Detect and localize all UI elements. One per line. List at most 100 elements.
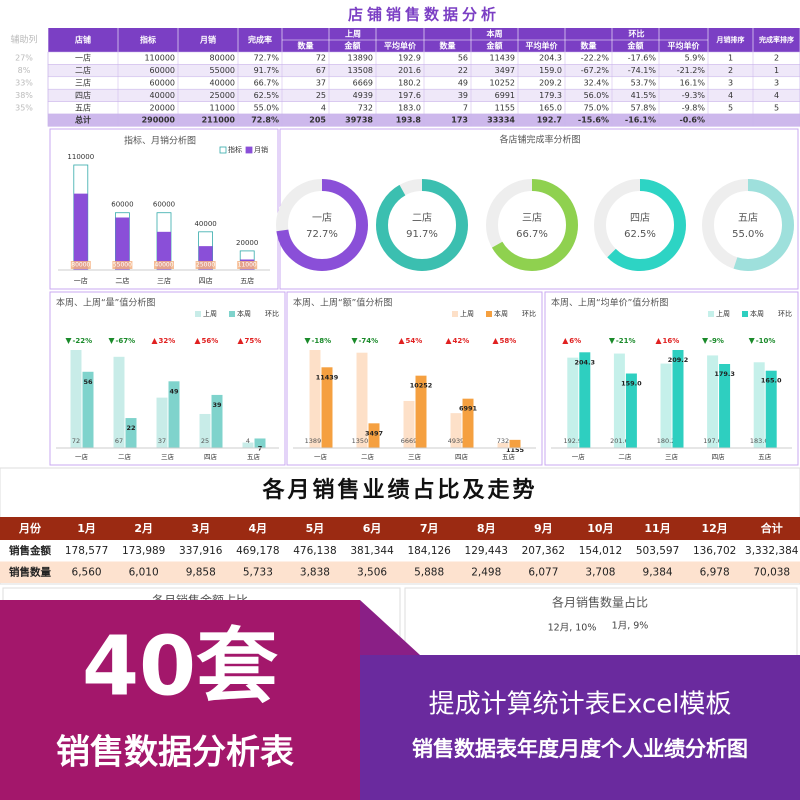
bar-value: 10252 bbox=[410, 382, 433, 390]
ratio-label: 16% bbox=[663, 337, 680, 345]
banner-right bbox=[360, 655, 800, 800]
table-cell: 209.2 bbox=[539, 79, 562, 88]
table-cell: 72.8% bbox=[251, 116, 279, 125]
category-label: 五店 bbox=[247, 452, 261, 461]
sales-label-bg bbox=[70, 261, 91, 269]
table-cell: 40000 bbox=[210, 79, 235, 88]
table-cell: 732 bbox=[358, 103, 373, 112]
column-header: 数量 bbox=[298, 41, 314, 51]
table-cell: 3 bbox=[728, 79, 733, 88]
ratio-arrow bbox=[748, 338, 755, 344]
column-header: 店铺 bbox=[75, 35, 91, 45]
table-cell: 25 bbox=[316, 91, 326, 100]
table-cell: 5 bbox=[728, 103, 733, 112]
column-header: 数量 bbox=[440, 41, 456, 51]
table-cell: 11439 bbox=[490, 54, 515, 63]
legend-swatch bbox=[452, 311, 458, 317]
compare-bar bbox=[113, 356, 125, 448]
ratio-label: -67% bbox=[116, 337, 136, 345]
column-header: 完成率 bbox=[248, 35, 272, 45]
ratio-label: 54% bbox=[406, 337, 423, 345]
ratio-label: -74% bbox=[359, 337, 379, 345]
banner-left bbox=[0, 600, 360, 800]
ratio-arrow bbox=[194, 338, 201, 344]
table-cell: -15.6% bbox=[578, 116, 609, 125]
bar-value: 67 bbox=[115, 437, 123, 445]
bar-value: 204.3 bbox=[575, 358, 596, 366]
sales-label-bg bbox=[195, 261, 216, 269]
table-cell: 55.0% bbox=[254, 103, 280, 112]
bar-value: 180.2 bbox=[657, 437, 676, 445]
monthly-cell: 3,838 bbox=[300, 567, 330, 579]
category-label: 五店 bbox=[502, 452, 516, 461]
ratio-label: -9% bbox=[709, 337, 724, 345]
table-cell: -9.3% bbox=[682, 91, 706, 100]
legend-label: 本周 bbox=[494, 309, 508, 318]
bar-value: 25 bbox=[201, 437, 209, 445]
monthly-cell: 173,989 bbox=[122, 545, 165, 557]
table-cell: 56.0% bbox=[584, 91, 610, 100]
table-cell: 4 bbox=[321, 103, 326, 112]
category-label: 五店 bbox=[758, 452, 772, 461]
category-label: 四店 bbox=[712, 452, 726, 461]
aux-value: 38% bbox=[15, 91, 33, 100]
monthly-header: 2月 bbox=[134, 522, 153, 535]
group-header: 上周 bbox=[345, 29, 361, 39]
ratio-label: 42% bbox=[453, 337, 470, 345]
legend-label: 环比 bbox=[265, 309, 279, 318]
sales-label: 55000 bbox=[113, 262, 132, 269]
monthly-cell: 5,888 bbox=[414, 567, 444, 579]
aux-value: 33% bbox=[15, 79, 33, 88]
donut-value: 55.0% bbox=[732, 229, 764, 240]
ratio-arrow bbox=[351, 338, 358, 344]
compare-bar bbox=[242, 442, 254, 448]
donut-arc bbox=[594, 179, 686, 271]
bar-value: 183.0 bbox=[750, 437, 769, 445]
table-cell: 41.5% bbox=[631, 91, 657, 100]
sales-label: 40000 bbox=[154, 262, 173, 269]
table-cell: 80000 bbox=[210, 54, 235, 63]
table-cell: 32.4% bbox=[584, 79, 610, 88]
donut-name: 四店 bbox=[630, 211, 650, 224]
column-header: 金额 bbox=[627, 41, 644, 51]
column-header: 金额 bbox=[486, 41, 503, 51]
sales-bar bbox=[115, 217, 130, 270]
table-cell: 211000 bbox=[202, 116, 236, 125]
table-cell: 49 bbox=[458, 79, 468, 88]
donut-name: 五店 bbox=[738, 211, 758, 224]
sales-label: 11000 bbox=[238, 262, 257, 269]
ratio-arrow bbox=[108, 338, 115, 344]
table-cell: 67 bbox=[316, 66, 326, 75]
compare-bar bbox=[254, 438, 266, 448]
compare-bar bbox=[497, 442, 509, 448]
category-label: 三店 bbox=[408, 452, 422, 461]
table-cell: 13890 bbox=[348, 54, 373, 63]
chart-title: 各店铺完成率分析图 bbox=[499, 134, 580, 146]
monthly-cell: 6,077 bbox=[528, 567, 558, 579]
chart-title: 指标、月销分析图 bbox=[124, 135, 196, 147]
table-cell: 180.2 bbox=[398, 79, 421, 88]
legend-label: 环比 bbox=[522, 309, 536, 318]
monthly-cell: 178,577 bbox=[65, 545, 108, 557]
bar-value: 39 bbox=[212, 401, 222, 409]
compare-bar bbox=[707, 355, 719, 448]
column-header: 金额 bbox=[344, 41, 361, 51]
legend-swatch bbox=[195, 311, 201, 317]
ratio-arrow bbox=[398, 338, 405, 344]
compare-bar bbox=[613, 353, 625, 448]
ratio-arrow bbox=[702, 338, 709, 344]
monthly-header: 12月 bbox=[701, 522, 727, 535]
group-header: 本周 bbox=[486, 29, 503, 39]
table-cell: 197.6 bbox=[398, 91, 421, 100]
legend-swatch bbox=[219, 146, 227, 154]
monthly-cell: 3,506 bbox=[357, 567, 387, 579]
target-label: 40000 bbox=[194, 220, 216, 228]
compare-bar bbox=[168, 381, 180, 448]
monthly-cell: 129,443 bbox=[465, 545, 508, 557]
ratio-arrow bbox=[492, 338, 499, 344]
target-label: 60000 bbox=[111, 201, 133, 209]
group-header: 环比 bbox=[629, 29, 645, 39]
sales-label-bg bbox=[154, 261, 174, 269]
monthly-header: 4月 bbox=[249, 522, 268, 535]
